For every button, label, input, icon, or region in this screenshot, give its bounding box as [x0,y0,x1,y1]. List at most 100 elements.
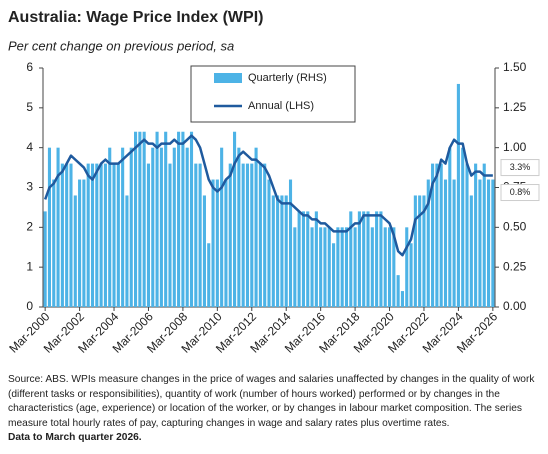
value-label: 0.8% [510,187,531,197]
bar [314,211,318,307]
bar [233,131,237,307]
bar [357,211,361,307]
bar [323,227,327,307]
bar [194,163,198,307]
bar [112,163,116,307]
bar [211,179,215,307]
bar [375,211,379,307]
y-tick-label: 6 [26,60,33,74]
bar [482,163,486,307]
bar [155,131,159,307]
bar [60,163,64,307]
legend-swatch [214,73,242,83]
bar [379,211,383,307]
bar [250,163,254,307]
bar [387,227,392,307]
bar [258,163,262,307]
bar [241,163,245,307]
bar [125,195,129,307]
bar [129,147,133,307]
bar [138,131,142,307]
bar [276,195,280,307]
bar [177,131,181,307]
bar [151,147,155,307]
y2-tick-label: 0.25 [503,259,527,273]
bar [491,179,495,307]
bar [108,147,112,307]
bar [82,179,86,307]
bar [228,163,232,307]
footnote-data-date: Data to March quarter 2026. [8,432,142,443]
bar [271,195,275,307]
bar [366,211,370,307]
bar [220,147,224,307]
bar [47,147,52,307]
bar [362,211,366,307]
bar [409,243,413,307]
bar [224,179,228,307]
bar [121,147,125,307]
y-tick-label: 4 [26,140,33,154]
bar [392,227,396,307]
bar [383,227,387,307]
bar [400,291,404,307]
bar [349,211,353,307]
bar [478,179,482,307]
bar [263,163,267,307]
bar [99,163,103,307]
bar [452,179,456,307]
bar [297,211,301,307]
value-label-box [500,184,540,202]
bar [461,147,465,307]
bar [284,195,288,307]
bar [474,163,478,307]
bar [405,227,409,307]
bar [65,163,69,307]
bar [332,243,336,307]
bar [90,163,95,307]
bar [245,163,250,307]
bar [418,195,422,307]
y-tick-label: 1 [26,259,33,273]
bar [426,179,430,307]
bar [336,227,340,307]
bar [142,131,146,307]
bar [181,131,185,307]
bar [134,131,138,307]
footnote-text: Source: ABS. WPIs measure changes in the… [8,374,535,429]
bar [159,147,163,307]
bar [185,147,189,307]
value-label: 3.3% [510,162,531,172]
y2-tick-label: 1.00 [503,140,527,154]
bar [146,163,151,307]
y2-tick-label: 0.50 [503,220,527,234]
bar [198,163,202,307]
bar [448,147,452,307]
bar [486,179,491,307]
bar [73,195,77,307]
y2-tick-label: 1.25 [503,100,527,114]
y2-tick-label: 1.50 [503,60,527,74]
bar [172,147,176,307]
bar [370,227,374,307]
bar [280,195,284,307]
bar [86,163,90,307]
bar [293,227,297,307]
bar [431,163,435,307]
bar [310,227,314,307]
bar [254,147,258,307]
footnote: Source: ABS. WPIs measure changes in the… [8,373,540,446]
bar [95,163,99,307]
bar [43,211,47,307]
bar [344,227,349,307]
bar [327,227,331,307]
bar [413,195,417,307]
bar [189,131,194,307]
value-label-box [500,159,540,177]
bar [168,163,172,307]
bar [301,211,305,307]
bar [469,195,473,307]
legend-label: Quarterly (RHS) [248,72,327,84]
bar [215,179,219,307]
